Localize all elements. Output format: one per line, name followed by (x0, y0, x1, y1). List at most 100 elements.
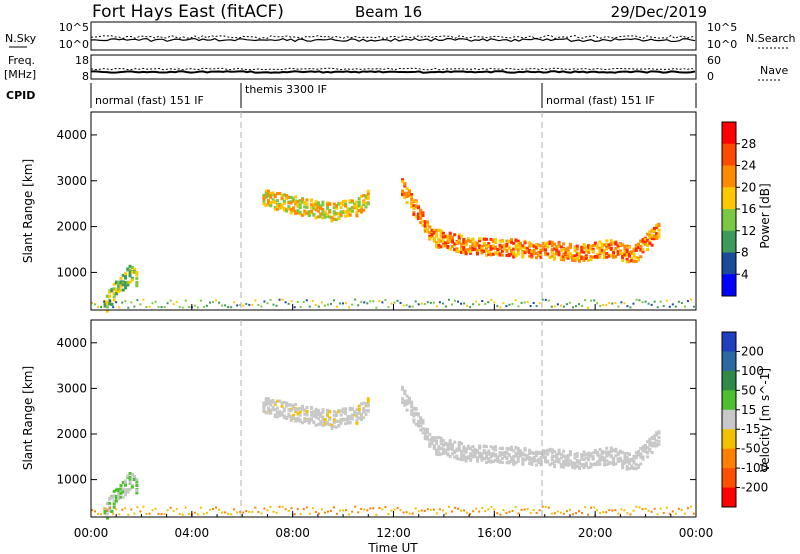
velocity-cell (419, 428, 423, 432)
power-cell (430, 233, 434, 237)
velocity-cell (426, 437, 430, 441)
power-cell (573, 249, 577, 253)
power-cell (405, 201, 409, 205)
power-cell (469, 251, 473, 255)
velocity-cell (623, 460, 627, 464)
velocity-cell (282, 416, 286, 420)
velocity-cell (278, 505, 281, 508)
velocity-cell (478, 455, 482, 459)
power-cell (487, 244, 491, 248)
power-cell (212, 300, 214, 303)
power-cell (550, 240, 554, 244)
velocity-cell (589, 462, 593, 466)
power-cell (589, 257, 593, 261)
power-cell (296, 300, 299, 303)
time-axis: 00:00 04:00 08:00 12:00 16:00 20:00 00:00 (74, 304, 713, 540)
power-cell (428, 236, 432, 240)
power-cell (416, 217, 420, 221)
power-cell (491, 252, 495, 256)
velocity-cell (475, 456, 479, 460)
power-cell (290, 300, 293, 303)
freq-panel (90, 54, 697, 80)
velocity-cell (280, 411, 284, 415)
velocity-cell (532, 509, 535, 512)
power-cell (580, 250, 584, 254)
colorbar-swatch (722, 487, 736, 508)
power-cell (414, 200, 418, 204)
power-cell (444, 244, 448, 248)
power-cell (366, 196, 370, 200)
power-cell (410, 202, 414, 206)
power-cell (110, 289, 114, 293)
velocity-cell (602, 463, 606, 467)
power-cell (289, 208, 293, 212)
velocity-cell (421, 421, 425, 425)
power-cell (264, 189, 268, 193)
velocity-cell (582, 463, 586, 467)
velocity-cell (280, 413, 284, 417)
velocity-cell (319, 419, 323, 423)
power-cell (635, 298, 638, 301)
velocity-cell (502, 509, 505, 512)
velocity-cell (448, 441, 452, 445)
velocity-cell (378, 507, 381, 510)
velocity-cell (662, 512, 665, 515)
velocity-cell (205, 511, 208, 514)
power-cell (460, 302, 463, 305)
power-cell (364, 194, 368, 198)
power-cell (516, 241, 520, 245)
power-cell (444, 305, 447, 308)
velocity-cell (454, 506, 456, 509)
power-cell (571, 306, 574, 309)
power-cell (384, 298, 387, 301)
power-cell (453, 248, 457, 252)
nave-label: Nave (760, 64, 788, 77)
power-cell (362, 200, 366, 204)
colorbar-tick-label: 100 (741, 364, 764, 378)
velocity-cell (405, 399, 409, 403)
velocity-cell (236, 511, 239, 514)
power-cell (294, 200, 298, 204)
power-cell (359, 194, 363, 198)
velocity-cell (311, 507, 314, 510)
velocity-cell (578, 459, 582, 463)
power-cell (475, 241, 479, 245)
velocity-cell (108, 497, 112, 501)
velocity-cell (108, 509, 112, 513)
power-cell (626, 305, 629, 308)
velocity-cell (294, 408, 298, 412)
y-tick-label: 1000 (56, 265, 87, 279)
power-cell (350, 205, 354, 209)
power-cell (280, 197, 284, 201)
velocity-cell (607, 453, 611, 457)
velocity-cell (325, 413, 329, 417)
velocity-cell (325, 408, 329, 412)
velocity-cell (332, 410, 336, 414)
power-cell (630, 257, 634, 261)
power-cell (423, 302, 426, 305)
velocity-cell (359, 416, 363, 420)
power-cell (407, 190, 411, 194)
velocity-cell (444, 451, 448, 455)
power-cell (652, 226, 656, 230)
velocity-cell (530, 461, 534, 465)
velocity-cell (498, 446, 502, 450)
power-cell (650, 303, 653, 306)
power-cell (114, 287, 118, 291)
power-cell (353, 202, 357, 206)
velocity-cell (112, 505, 116, 509)
power-cell (303, 200, 307, 204)
power-cell (609, 241, 613, 245)
velocity-cell (296, 412, 300, 416)
power-cell (403, 196, 407, 200)
velocity-cell (280, 404, 284, 408)
power-cell (605, 304, 608, 307)
power-cell (181, 306, 184, 309)
power-cell (454, 299, 456, 302)
power-cell (600, 248, 604, 252)
power-cell (91, 302, 93, 305)
velocity-cell (630, 466, 634, 470)
velocity-cell (609, 446, 613, 450)
velocity-cell (289, 403, 293, 407)
velocity-cell (266, 402, 270, 406)
